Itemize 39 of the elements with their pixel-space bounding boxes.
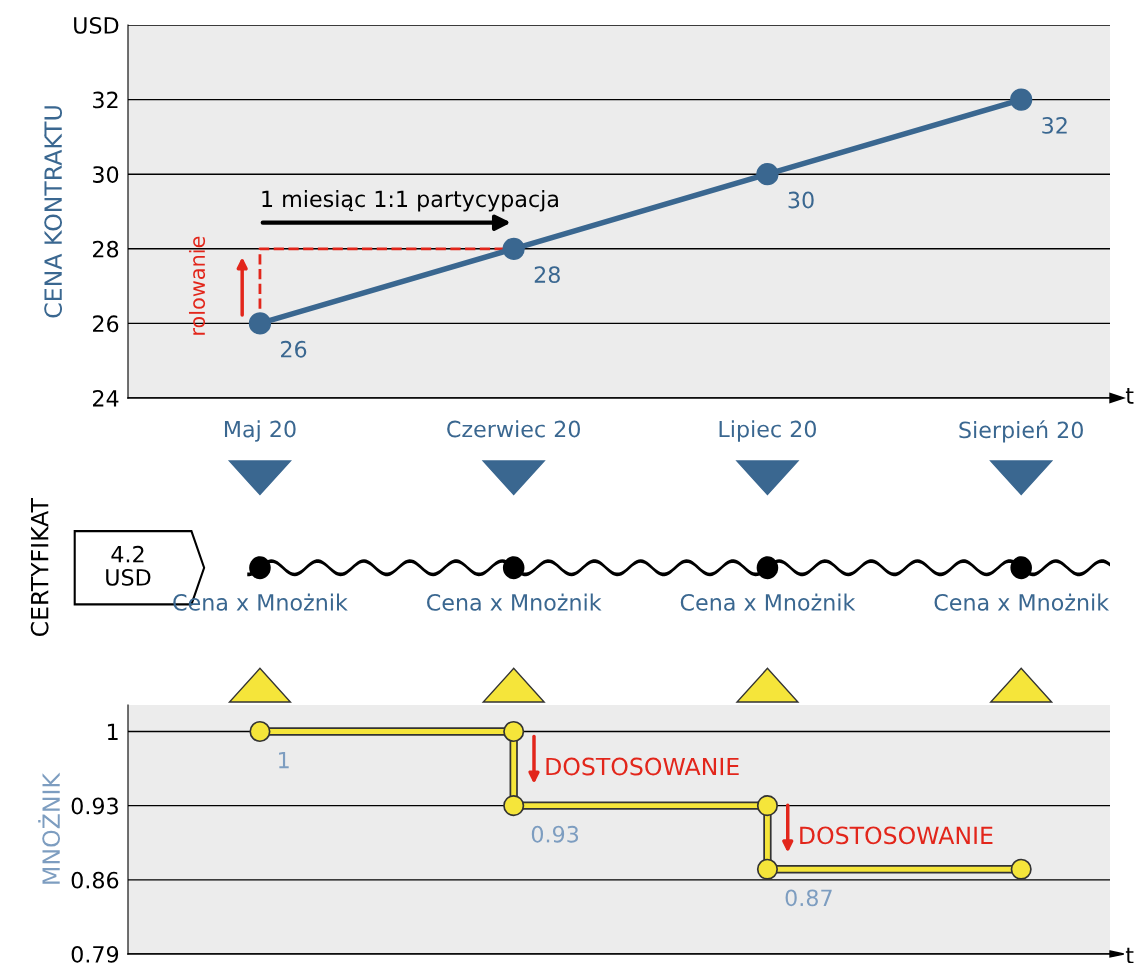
y-tick-label: 0.86 bbox=[71, 871, 119, 889]
point bbox=[756, 163, 779, 186]
data-label: 26 bbox=[281, 340, 307, 358]
x-tick-label: Czerwiec 20 bbox=[447, 420, 580, 438]
data-label: 0.87 bbox=[785, 889, 832, 907]
y-tick-label: 1 bbox=[107, 723, 118, 740]
y-tick-label: 32 bbox=[93, 91, 118, 109]
data-label: 30 bbox=[788, 191, 814, 209]
data-label: 1 bbox=[279, 751, 289, 769]
y-tick-label: 0.93 bbox=[71, 797, 118, 815]
point bbox=[248, 312, 272, 335]
annotation: rolowanie bbox=[188, 236, 206, 335]
text: 4.2 USD bbox=[106, 545, 151, 586]
y-tick-label: USD bbox=[74, 16, 119, 34]
data-label: 32 bbox=[1042, 117, 1067, 134]
x-axis-title: t bbox=[1125, 947, 1134, 963]
text: Cena x Mnożnik bbox=[934, 593, 1110, 611]
point bbox=[502, 237, 525, 260]
y-tick-label: 26 bbox=[93, 315, 119, 333]
data-label: 28 bbox=[534, 266, 560, 284]
x-axis-title: t bbox=[1125, 388, 1134, 404]
text: Cena x Mnożnik bbox=[680, 593, 856, 611]
text: Cena x Mnożnik bbox=[427, 593, 602, 611]
y-tick-label: 0.79 bbox=[71, 945, 119, 963]
x-tick-label: Lipiec 20 bbox=[719, 420, 816, 442]
y-axis-title: CENA KONTRAKTU bbox=[44, 106, 63, 318]
text: CERTYFIKAT bbox=[30, 498, 49, 637]
x-tick-label: Maj 20 bbox=[224, 420, 296, 442]
annotation: DOSTOSOWANIE bbox=[800, 826, 993, 845]
y-tick-label: 24 bbox=[93, 389, 119, 407]
x-tick-label: Sierpień 20 bbox=[959, 420, 1083, 443]
y-axis-title: MNOŻNIK bbox=[38, 772, 61, 884]
text: Cena x Mnożnik bbox=[173, 593, 348, 611]
data-label: 0.93 bbox=[531, 825, 579, 843]
point bbox=[1010, 88, 1033, 111]
annotation: 1 miesiąc 1:1 partycypacja bbox=[262, 189, 558, 212]
y-tick-label: 28 bbox=[93, 240, 119, 258]
y-tick-label: 30 bbox=[93, 166, 119, 183]
annotation: DOSTOSOWANIE bbox=[546, 757, 739, 776]
